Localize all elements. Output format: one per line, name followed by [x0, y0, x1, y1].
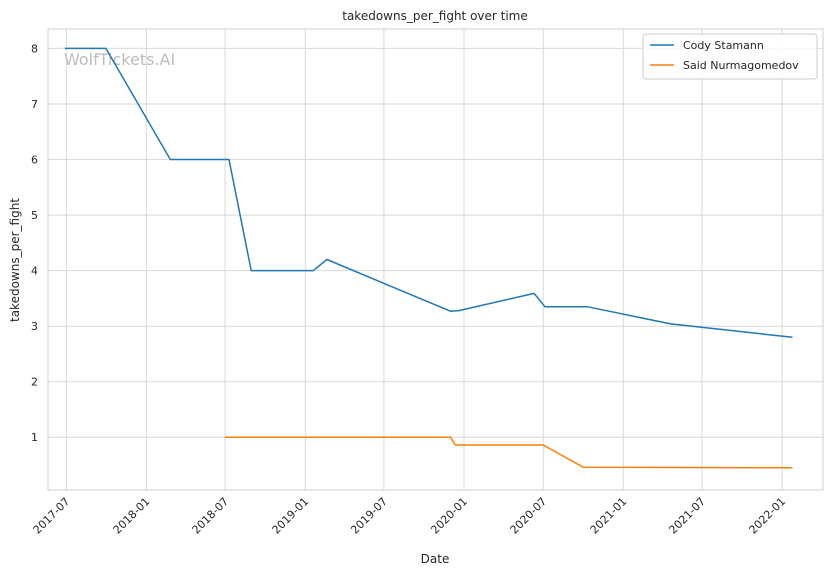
series-layer — [65, 47, 793, 469]
legend-label-said-nurmagomedov: Said Nurmagomedov — [683, 59, 799, 72]
tick-layer: 1 2 3 4 5 6 7 8 2017-07 2018-01 2018-07 2019-01 2019… — [31, 42, 788, 536]
x-tick-label: 2021-01 — [588, 495, 630, 537]
x-tick-label: 2022-01 — [747, 495, 789, 537]
plot-frame — [47, 28, 824, 491]
y-tick-label: 7 — [31, 98, 38, 111]
x-tick-label: 2019-01 — [270, 495, 312, 537]
series-line-said-nurmagomedov — [225, 436, 793, 469]
x-tick-label: 2019-07 — [348, 495, 390, 537]
y-tick-label: 6 — [31, 154, 38, 167]
legend-box — [642, 33, 818, 80]
legend: Cody Stamann Said Nurmagomedov — [642, 33, 818, 80]
x-tick-label: 2017-07 — [31, 495, 73, 537]
x-tick-label: 2018-01 — [111, 495, 153, 537]
series-line-cody-stamann — [65, 47, 793, 339]
legend-label-cody-stamann: Cody Stamann — [683, 39, 764, 52]
y-tick-label: 8 — [31, 42, 38, 55]
y-tick-label: 2 — [31, 376, 38, 389]
x-tick-label: 2018-07 — [190, 495, 232, 537]
chart-title: takedowns_per_fight over time — [342, 9, 528, 23]
y-tick-label: 1 — [31, 431, 38, 444]
x-tick-label: 2021-07 — [666, 495, 708, 537]
y-tick-label: 3 — [31, 320, 38, 333]
x-tick-label: 2020-07 — [508, 495, 550, 537]
y-tick-label: 5 — [31, 209, 38, 222]
watermark: WolfTickets.AI — [64, 50, 175, 69]
y-axis-title: takedowns_per_fight — [8, 198, 22, 322]
x-tick-label: 2020-01 — [428, 495, 470, 537]
grid-layer — [48, 29, 823, 490]
x-axis-title: Date — [421, 552, 450, 566]
y-tick-label: 4 — [31, 265, 38, 278]
